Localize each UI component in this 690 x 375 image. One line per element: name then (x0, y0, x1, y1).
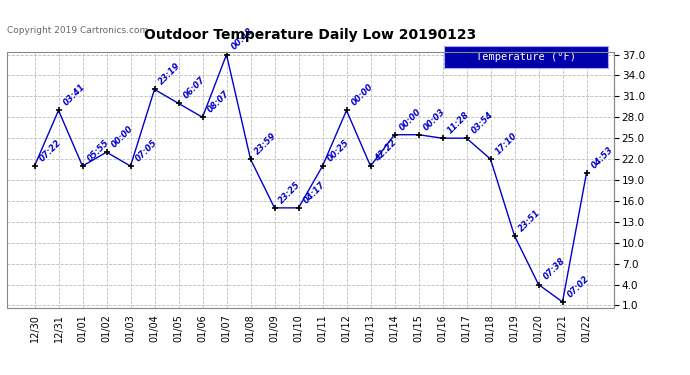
Text: 11:28: 11:28 (445, 110, 471, 135)
Text: 03:41: 03:41 (61, 82, 87, 108)
Text: 08:07: 08:07 (206, 89, 230, 114)
Text: 03:54: 03:54 (469, 110, 495, 135)
Text: 00:00: 00:00 (397, 106, 423, 132)
Text: 00:00: 00:00 (349, 82, 375, 108)
Text: 00:00: 00:00 (109, 124, 135, 149)
Text: 00:03: 00:03 (422, 106, 446, 132)
Text: 05:55: 05:55 (86, 138, 110, 163)
Text: 07:02: 07:02 (565, 274, 591, 299)
Text: Copyright 2019 Cartronics.com: Copyright 2019 Cartronics.com (7, 26, 148, 34)
Text: 06:07: 06:07 (181, 75, 206, 100)
Title: Outdoor Temperature Daily Low 20190123: Outdoor Temperature Daily Low 20190123 (144, 28, 477, 42)
Text: 04:53: 04:53 (589, 145, 615, 170)
Text: 07:22: 07:22 (37, 138, 63, 163)
Text: 23:51: 23:51 (518, 208, 542, 233)
Text: 23:59: 23:59 (253, 131, 279, 156)
Text: 07:05: 07:05 (133, 138, 159, 163)
Text: 00:25: 00:25 (325, 138, 351, 163)
Text: 04:17: 04:17 (302, 180, 326, 205)
Text: 17:10: 17:10 (493, 131, 519, 156)
Text: 42:22: 42:22 (373, 138, 399, 163)
Text: 23:19: 23:19 (157, 61, 183, 87)
Text: 07:38: 07:38 (541, 256, 566, 282)
Text: 23:25: 23:25 (277, 180, 303, 205)
Text: 00:48: 00:48 (229, 27, 255, 52)
